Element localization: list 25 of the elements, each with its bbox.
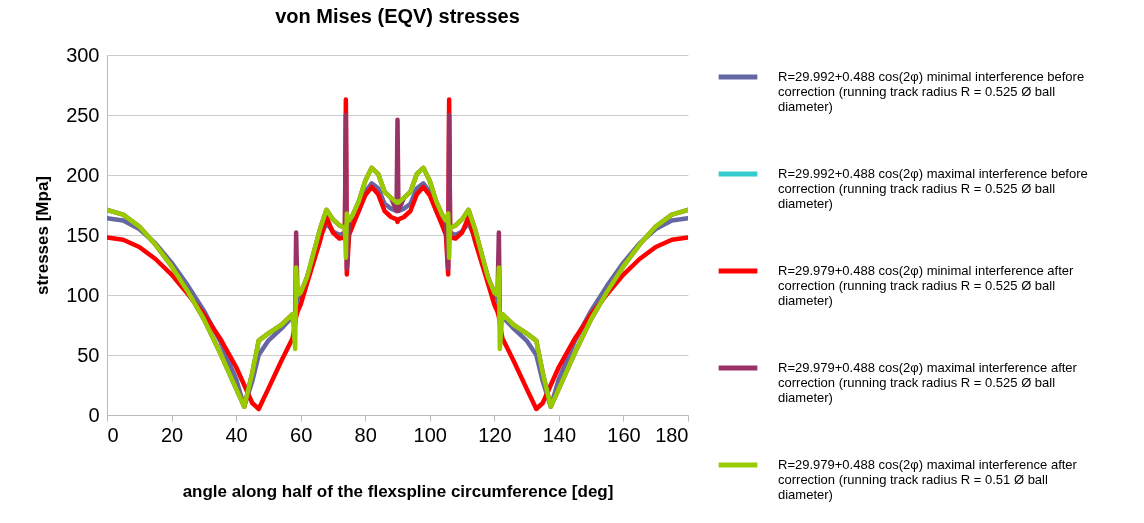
legend-label: R=29.979+0.488 cos(2φ) maximal interference after correction (running track radius R = 0.51 Ø ball diameter) [778,457,1078,502]
y-tick-label: 150 [66,223,100,246]
y-tick-label: 300 [66,43,100,66]
x-tick-label: 40 [225,423,248,446]
x-tick-label: 160 [607,423,641,446]
x-tick-label: 180 [655,423,689,446]
y-axis-title: stresses [Mpa] [33,175,53,296]
y-tick-label: 250 [66,103,100,126]
legend-label: R=29.992+0.488 cos(2φ) minimal interference before correction (running track radius R = 0.525 Ø ball diameter) [778,69,1085,114]
x-axis-title: angle along half of the flexspline circumference [deg] [182,481,614,501]
x-tick-label: 60 [290,423,313,446]
x-tick-label: 140 [542,423,577,446]
x-tick-label: 100 [413,423,447,446]
chart-title: von Mises (EQV) stresses [275,5,520,27]
legend-label: R=29.992+0.488 cos(2φ) maximal interference before correction (running track radius R = 0.525 Ø ball diameter) [778,166,1088,211]
y-tick-label: 200 [66,163,100,186]
y-tick-label: 0 [88,403,100,426]
legend-label: R=29.979+0.488 cos(2φ) maximal interference after correction (running track radius R = 0.525 Ø ball diameter) [778,360,1078,405]
x-tick-label: 120 [478,423,512,446]
x-tick-label: 20 [160,423,184,446]
y-tick-label: 50 [77,343,100,366]
x-tick-label: 80 [354,423,377,446]
legend-label: R=29.979+0.488 cos(2φ) minimal interference after correction (running track radius R = 0.525 Ø ball diameter) [778,263,1074,308]
x-tick-label: 0 [107,423,119,446]
y-tick-label: 100 [66,283,100,306]
